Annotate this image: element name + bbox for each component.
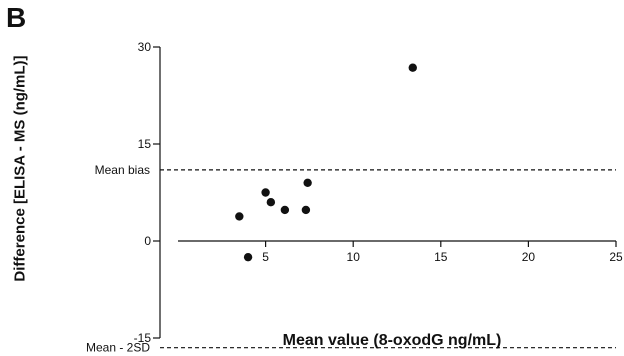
y-tick-label: 0 <box>144 234 151 248</box>
y-tick-label: 30 <box>138 40 152 54</box>
x-tick-label: 20 <box>522 250 536 264</box>
data-point <box>408 63 417 72</box>
x-tick-label: 15 <box>434 250 448 264</box>
data-point <box>301 205 311 215</box>
x-tick-label: 25 <box>609 250 623 264</box>
data-point <box>261 188 270 197</box>
data-point <box>280 205 290 215</box>
data-point <box>266 198 276 207</box>
data-point <box>303 178 312 187</box>
reference-line-label: Mean - 2SD <box>86 341 150 355</box>
y-tick-label: -15 <box>134 331 152 345</box>
reference-line-label: Mean bias <box>95 163 150 177</box>
x-tick-label: 10 <box>347 250 361 264</box>
data-point <box>235 212 244 221</box>
data-point <box>243 252 253 262</box>
x-tick-label: 5 <box>262 250 269 264</box>
y-tick-label: 15 <box>138 137 152 151</box>
panel-label: B <box>6 2 27 33</box>
x-axis-label: Mean value (8-oxodG ng/mL) <box>282 332 502 349</box>
